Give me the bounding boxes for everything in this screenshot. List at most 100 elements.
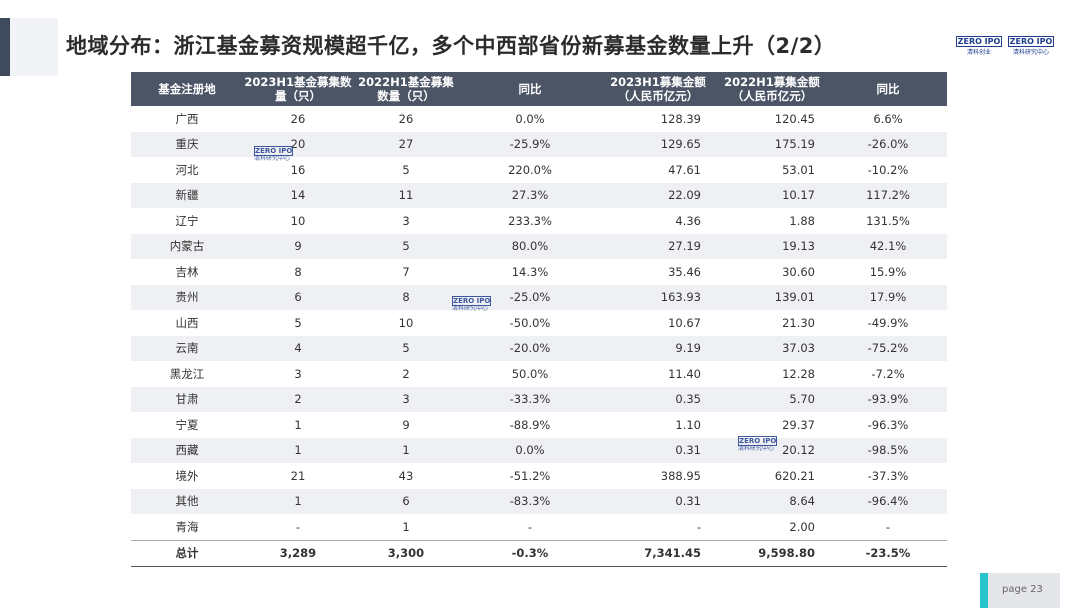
table-cell: 2 — [402, 366, 410, 381]
table-cell: 27.3% — [459, 182, 601, 208]
table-cell: 7 — [402, 264, 410, 279]
table-row: 青海 - 1 - - 2.00 - — [131, 514, 947, 540]
table-cell: -96.4% — [829, 488, 947, 514]
table-cell: 境外 — [175, 468, 199, 483]
column-header: 同比 — [459, 72, 601, 106]
table-cell: 0.0% — [459, 437, 601, 463]
table-cell: -83.3% — [459, 488, 601, 514]
column-header: 同比 — [829, 72, 947, 106]
table-cell: 1 — [243, 488, 353, 514]
table-cell: 5 — [294, 315, 302, 330]
table-row: 新疆 14 11 27.3% 22.09 10.17 117.2% — [131, 182, 947, 208]
table-cell: 甘肃 — [131, 386, 243, 412]
table-row: 广西 26 26 0.0% 128.39 120.45 6.6% — [131, 106, 947, 132]
table-cell: 9 — [402, 417, 410, 432]
table-cell: - — [527, 519, 533, 534]
table-cell: -10.2% — [867, 162, 909, 177]
table-cell: 河北 — [175, 162, 199, 177]
table-row: 宁夏 1 9 -88.9% 1.10 29.37 -96.3% — [131, 412, 947, 438]
table-cell: 8 — [294, 264, 302, 279]
table-cell: 6.6% — [873, 111, 903, 126]
page-number: page 23 — [1002, 584, 1043, 595]
column-header: 2023H1募集金额（人民币亿元） — [601, 72, 715, 106]
table-row: 境外 21 43 -51.2% 388.95 620.21 -37.3% — [131, 463, 947, 489]
table-cell: 1 — [294, 417, 302, 432]
table-cell: 14.3% — [511, 264, 549, 279]
table-cell: 26 — [398, 111, 414, 126]
table-cell: -88.9% — [509, 417, 551, 432]
table-cell: - — [696, 519, 701, 534]
table-cell: - — [885, 519, 891, 534]
table-cell: 1 — [243, 437, 353, 463]
table-cell: 3 — [353, 386, 459, 412]
table-cell: 16 — [290, 162, 306, 177]
watermark: ZERO IPO 清科研究中心 — [452, 296, 492, 312]
table-cell: 388.95 — [660, 468, 701, 483]
table-cell: 35.46 — [668, 264, 701, 279]
table-cell: 175.19 — [715, 131, 829, 157]
table-cell: 1.10 — [675, 417, 701, 432]
table-row: 甘肃 2 3 -33.3% 0.35 5.70 -93.9% — [131, 386, 947, 412]
table-cell: 139.01 — [715, 284, 829, 310]
table-cell: 9 — [243, 233, 353, 259]
table-cell: 21 — [290, 468, 306, 483]
table-cell: 12.28 — [782, 366, 815, 381]
table-cell: 2 — [243, 386, 353, 412]
table-cell: 内蒙古 — [131, 233, 243, 259]
table-cell: 0.31 — [601, 437, 715, 463]
table-row: 西藏 1 1 0.0% 0.31 20.12 -98.5% — [131, 437, 947, 463]
table-cell: -96.3% — [867, 417, 909, 432]
table-cell: -26.0% — [829, 131, 947, 157]
table-cell: -33.3% — [459, 386, 601, 412]
table-cell: 吉林 — [175, 264, 199, 279]
table-row: 云南 4 5 -20.0% 9.19 37.03 -75.2% — [131, 335, 947, 361]
table-cell: 43 — [398, 468, 414, 483]
table-cell: 120.45 — [774, 111, 815, 126]
table-cell: 0.35 — [601, 386, 715, 412]
table-cell: 6 — [243, 284, 353, 310]
table-cell: 3 — [294, 366, 302, 381]
table-cell: 26 — [290, 111, 306, 126]
table-cell: 1 — [402, 519, 410, 534]
table-cell: -37.3% — [867, 468, 909, 483]
table-cell: 620.21 — [774, 468, 815, 483]
table-row: 内蒙古 9 5 80.0% 27.19 19.13 42.1% — [131, 233, 947, 259]
table-cell: 10 — [398, 315, 414, 330]
table-row: 重庆 20 27 -25.9% 129.65 175.19 -26.0% — [131, 131, 947, 157]
table-cell: 西藏 — [131, 437, 243, 463]
table-cell: 20 — [243, 131, 353, 157]
table-cell: 黑龙江 — [169, 366, 205, 381]
table-cell: 20.12 — [715, 437, 829, 463]
table-cell: 129.65 — [601, 131, 715, 157]
table-cell: 11.40 — [668, 366, 701, 381]
table-cell: -25.9% — [459, 131, 601, 157]
table-row: 辽宁 10 3 233.3% 4.36 1.88 131.5% — [131, 208, 947, 234]
table-cell: 广西 — [175, 111, 199, 126]
table-cell: 辽宁 — [175, 213, 199, 228]
table-cell: 4 — [243, 335, 353, 361]
table-cell: 131.5% — [866, 213, 910, 228]
table-cell: 3,300 — [353, 539, 459, 567]
table-cell: 50.0% — [511, 366, 549, 381]
table-cell: 9.19 — [601, 335, 715, 361]
table-cell: 17.9% — [829, 284, 947, 310]
table-cell: 80.0% — [459, 233, 601, 259]
table-cell: 5.70 — [715, 386, 829, 412]
table-cell: 7,341.45 — [601, 539, 715, 567]
accent-bar — [0, 18, 10, 76]
table-cell: 128.39 — [660, 111, 701, 126]
table-cell: 5 — [353, 335, 459, 361]
table-cell: 117.2% — [829, 182, 947, 208]
zero-ipo-research-logo: ZERO IPO 清科研究中心 — [1008, 36, 1054, 56]
table-cell: -7.2% — [871, 366, 905, 381]
table-cell: 10 — [290, 213, 306, 228]
page-title: 地域分布：浙江基金募资规模超千亿，多个中西部省份新募基金数量上升（2/2） — [66, 34, 836, 58]
table-cell: -93.9% — [829, 386, 947, 412]
table-cell: 4.36 — [675, 213, 701, 228]
table-cell: 重庆 — [131, 131, 243, 157]
table-cell: 宁夏 — [175, 417, 199, 432]
table-row: 吉林 8 7 14.3% 35.46 30.60 15.9% — [131, 259, 947, 285]
table-cell: 2.00 — [789, 519, 815, 534]
table-cell: 0.31 — [601, 488, 715, 514]
table-cell: 29.37 — [782, 417, 815, 432]
